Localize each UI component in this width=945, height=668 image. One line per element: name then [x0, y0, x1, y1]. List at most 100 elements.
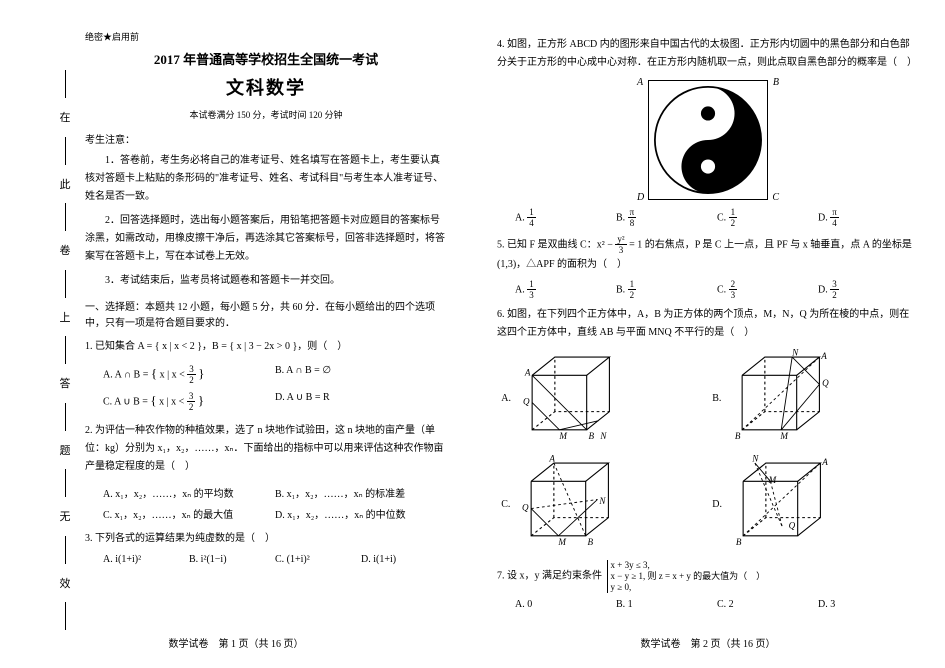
dash	[65, 469, 66, 497]
svg-text:B: B	[736, 537, 742, 547]
exam-subtitle: 本试卷满分 150 分，考试时间 120 分钟	[85, 108, 447, 121]
q5-frac-d: 3	[615, 245, 626, 256]
question-3: 3. 下列各式的运算结果为纯虚数的是（ ）	[85, 530, 447, 548]
q5-opt-b: B. 12	[616, 280, 717, 301]
q2-opt-c: C. x₁，x₂，……，xₙ 的最大值	[103, 506, 275, 521]
dash	[65, 203, 66, 231]
q2-opt-b: B. x₁，x₂，……，xₙ 的标准差	[275, 485, 447, 500]
dash	[65, 403, 66, 431]
cube-a-svg: A B Q M N	[511, 348, 626, 448]
dash	[65, 602, 66, 630]
q7-pre: 7. 设 x，y 满足约束条件	[497, 571, 605, 582]
dash	[65, 137, 66, 165]
q1-opt-c: C. A ∪ B = { x | x < 32 }	[103, 392, 275, 413]
q7-sys-1: x + 3y ≤ 3,	[611, 560, 650, 570]
notice-3: 3．考试结束后，监考员将试题卷和答题卡一并交回。	[85, 272, 447, 290]
question-7: 7. 设 x，y 满足约束条件 x + 3y ≤ 3, x − y ≥ 1, 则…	[497, 560, 919, 592]
q1-a-pre: A. A ∩ B =	[103, 370, 151, 381]
q6-d-label: D.	[712, 499, 722, 510]
q1-opt-b: B. A ∩ B = ∅	[275, 365, 447, 386]
exam-title-1: 2017 年普通高等学校招生全国统一考试	[85, 49, 447, 68]
svg-text:B: B	[735, 431, 741, 441]
q4-opt-b: B. π8	[616, 208, 717, 229]
q7-sys-2: x − y ≥ 1, 则 z = x + y 的最大值为（ ）	[611, 571, 766, 581]
bind-char: 卷	[60, 242, 71, 258]
q7-opt-b: B. 1	[616, 599, 717, 610]
q6-opt-c: C. A B Q M N	[501, 454, 704, 554]
q1-options: A. A ∩ B = { x | x < 32 } B. A ∩ B = ∅ C…	[103, 362, 447, 416]
svg-text:N: N	[792, 348, 800, 357]
q7-options: A. 0 B. 1 C. 2 D. 3	[515, 599, 919, 610]
bind-char: 在	[60, 109, 71, 125]
lbl-D: D	[637, 192, 644, 203]
bind-char: 答	[60, 375, 71, 391]
question-2: 2. 为评估一种农作物的种植效果，选了 n 块地作试验田，这 n 块地的亩产量（…	[85, 422, 447, 476]
cube-d-svg: A B N M Q	[722, 454, 837, 554]
q1-opt-a: A. A ∩ B = { x | x < 32 }	[103, 365, 275, 386]
q6-b-label: B.	[712, 393, 721, 404]
page-1: 在 此 卷 上 答 题 无 效 绝密★启用前 2017 年普通高等学校招生全国统…	[0, 0, 472, 668]
question-1: 1. 已知集合 A = { x | x < 2 }，B = { x | 3 − …	[85, 338, 447, 356]
q2-options: A. x₁，x₂，……，xₙ 的平均数 B. x₁，x₂，……，xₙ 的标准差 …	[103, 482, 447, 524]
q1-stem: 1. 已知集合 A = { x | x < 2 }，B = { x | 3 − …	[85, 341, 347, 352]
taiji-figure: A B C D	[648, 80, 768, 200]
svg-text:Q: Q	[789, 521, 796, 531]
question-5: 5. 已知 F 是双曲线 C：x² − y²3 = 1 的右焦点，P 是 C 上…	[497, 235, 919, 274]
q4-opt-d: D. π4	[818, 208, 919, 229]
q5-opt-a: A. 13	[515, 280, 616, 301]
q7-opt-a: A. 0	[515, 599, 616, 610]
q1-opt-d: D. A ∪ B = R	[275, 392, 447, 413]
svg-text:M: M	[558, 431, 567, 441]
svg-text:M: M	[558, 537, 567, 547]
question-6: 6. 如图，在下列四个正方体中，A，B 为正方体的两个顶点，M，N，Q 为所在棱…	[497, 306, 919, 342]
dash	[65, 70, 66, 98]
bind-char: 效	[60, 575, 71, 591]
q7-sys-3: y ≥ 0,	[611, 582, 632, 592]
q4-options: A. 14 B. π8 C. 12 D. π4	[515, 208, 919, 229]
secret-label: 绝密★启用前	[85, 30, 447, 43]
svg-text:Q: Q	[522, 503, 529, 513]
svg-text:A: A	[821, 351, 828, 361]
q6-opt-a: A. A B Q M N	[501, 348, 704, 448]
q3-opt-a: A. i(1+i)²	[103, 554, 189, 565]
q5-options: A. 13 B. 12 C. 23 D. 32	[515, 280, 919, 301]
q3-options: A. i(1+i)² B. i²(1−i) C. (1+i)² D. i(1+i…	[103, 554, 447, 565]
svg-text:N: N	[599, 431, 607, 441]
q1-c-pre: C. A ∪ B =	[103, 397, 150, 408]
bind-char: 题	[60, 442, 71, 458]
svg-text:B: B	[588, 431, 594, 441]
q6-c-label: C.	[501, 499, 510, 510]
svg-text:A: A	[821, 457, 828, 467]
svg-text:N: N	[751, 454, 759, 463]
q6-row1: A. A B Q M N B.	[497, 348, 919, 448]
cube-b-svg: A B N Q M	[721, 348, 836, 448]
bind-char: 上	[60, 309, 71, 325]
q6-a-label: A.	[501, 393, 511, 404]
q5-opt-d: D. 32	[818, 280, 919, 301]
q3-opt-b: B. i²(1−i)	[189, 554, 275, 565]
dash	[65, 270, 66, 298]
svg-text:Q: Q	[523, 397, 530, 407]
svg-text:N: N	[599, 496, 607, 506]
left-content: 绝密★启用前 2017 年普通高等学校招生全国统一考试 文科数学 本试卷满分 1…	[85, 30, 447, 565]
q3-opt-c: C. (1+i)²	[275, 554, 361, 565]
q6-row2: C. A B Q M N D.	[497, 454, 919, 554]
svg-text:B: B	[588, 537, 594, 547]
footer-right: 数学试卷 第 2 页（共 16 页）	[472, 635, 944, 650]
question-4: 4. 如图，正方形 ABCD 内的图形来自中国古代的太极图．正方形内切圆中的黑色…	[497, 36, 919, 72]
taiji-svg	[649, 81, 767, 199]
q3-opt-d: D. i(1+i)	[361, 554, 447, 565]
q4-opt-c: C. 12	[717, 208, 818, 229]
svg-text:M: M	[780, 431, 789, 441]
q5-frac-n: y²	[615, 235, 626, 245]
q5-opt-c: C. 23	[717, 280, 818, 301]
notice-heading: 考生注意：	[85, 131, 447, 146]
svg-text:A: A	[524, 368, 531, 378]
q7-system: x + 3y ≤ 3, x − y ≥ 1, 则 z = x + y 的最大值为…	[607, 560, 766, 592]
q2-opt-d: D. x₁，x₂，……，xₙ 的中位数	[275, 506, 447, 521]
lbl-B: B	[773, 77, 779, 88]
dash	[65, 536, 66, 564]
q7-opt-d: D. 3	[818, 599, 919, 610]
exam-title-2: 文科数学	[85, 74, 447, 100]
page-2: 4. 如图，正方形 ABCD 内的图形来自中国古代的太极图．正方形内切圆中的黑色…	[472, 0, 944, 668]
